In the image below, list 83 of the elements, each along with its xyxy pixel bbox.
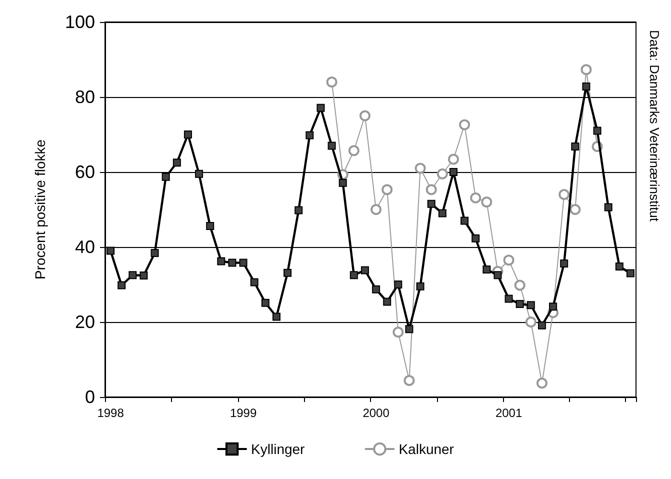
point	[261, 298, 270, 307]
point	[525, 316, 536, 328]
x-tick-label: 2001	[495, 406, 522, 420]
point	[481, 196, 492, 208]
point	[626, 269, 634, 278]
point	[414, 162, 426, 174]
y-tick-label: 0	[84, 387, 95, 407]
point	[460, 216, 469, 225]
point	[383, 298, 392, 306]
point	[504, 294, 513, 303]
point	[239, 258, 248, 267]
point	[459, 119, 470, 130]
point	[427, 200, 436, 208]
legend-label: Kyllinger	[251, 441, 306, 457]
point	[514, 280, 526, 291]
point	[392, 326, 404, 338]
point	[482, 266, 491, 274]
point	[438, 209, 446, 218]
point	[294, 206, 303, 214]
point	[538, 321, 546, 330]
point	[328, 142, 336, 150]
point	[516, 300, 524, 308]
text: Data: Danmarks Veterinærinstitut	[647, 30, 662, 222]
point	[549, 302, 558, 311]
point	[326, 76, 338, 88]
point	[570, 204, 581, 215]
point	[472, 234, 480, 242]
point	[582, 82, 590, 90]
x-tick-label: 1999	[230, 406, 257, 420]
point	[494, 271, 502, 280]
point	[162, 172, 170, 181]
point	[272, 312, 280, 321]
point	[503, 254, 514, 266]
point	[195, 170, 204, 178]
point	[536, 378, 548, 389]
point	[128, 271, 137, 280]
point	[118, 281, 126, 290]
point	[338, 178, 347, 187]
point	[449, 168, 458, 176]
point	[604, 203, 612, 212]
y-tick-label: 60	[74, 162, 95, 182]
point	[140, 272, 148, 280]
point	[404, 375, 415, 386]
point	[593, 126, 602, 135]
y-tick-label: 80	[74, 87, 95, 107]
x-tick-label: 2000	[362, 406, 390, 420]
point	[172, 158, 181, 167]
point	[448, 154, 459, 165]
point	[470, 192, 482, 204]
point	[206, 222, 214, 230]
point	[558, 189, 570, 200]
y-axis-title: Procent positive flokke	[32, 139, 48, 280]
point	[405, 325, 414, 334]
point	[284, 268, 292, 277]
y-tick-label: 40	[74, 237, 95, 257]
point	[184, 130, 192, 138]
point	[615, 262, 624, 270]
point	[571, 142, 580, 150]
point	[370, 204, 382, 215]
point	[150, 249, 159, 257]
point	[228, 258, 236, 267]
point	[217, 257, 226, 266]
point	[382, 184, 393, 196]
point	[348, 145, 360, 156]
point	[350, 271, 358, 280]
point	[106, 246, 115, 255]
point	[360, 266, 369, 274]
y-tick-label: 100	[64, 12, 95, 32]
point	[250, 278, 258, 286]
x-tick-label: 1998	[97, 406, 124, 420]
point	[359, 110, 370, 122]
point	[372, 285, 380, 294]
point	[316, 104, 325, 112]
point	[306, 131, 314, 140]
point	[526, 301, 535, 310]
point	[416, 282, 424, 290]
point	[580, 64, 592, 76]
y-tick-label: 20	[74, 312, 95, 332]
point	[394, 280, 402, 288]
point	[436, 168, 448, 180]
point	[426, 184, 437, 196]
point	[560, 260, 568, 268]
legend-label: Kalkuner	[398, 441, 454, 457]
